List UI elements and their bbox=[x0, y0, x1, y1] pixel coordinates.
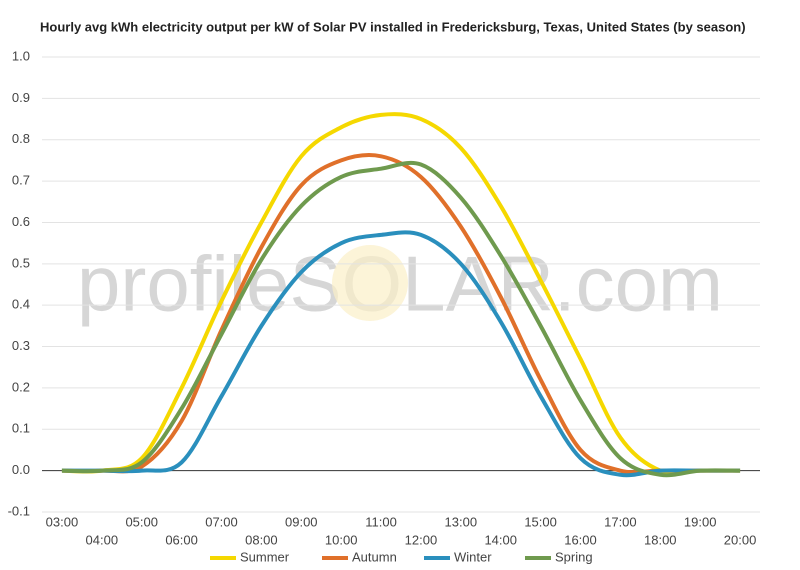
watermark-sun bbox=[332, 245, 408, 321]
x-tick-label: 11:00 bbox=[365, 514, 397, 529]
legend-label: Summer bbox=[240, 549, 290, 564]
x-tick-label: 03:00 bbox=[46, 514, 79, 529]
series-line bbox=[61, 230, 741, 478]
x-tick-label: 12:00 bbox=[405, 532, 438, 547]
y-tick-label: 0.4 bbox=[12, 297, 30, 312]
series-line bbox=[61, 160, 741, 478]
x-tick-label: 19:00 bbox=[684, 514, 717, 529]
x-tick-label: 04:00 bbox=[86, 532, 119, 547]
y-tick-label: -0.1 bbox=[8, 503, 30, 518]
y-tick-label: 0.1 bbox=[12, 421, 30, 436]
x-tick-label: 10:00 bbox=[325, 532, 358, 547]
y-tick-label: 0.6 bbox=[12, 214, 30, 229]
x-tick-label: 07:00 bbox=[205, 514, 238, 529]
y-tick-label: 0.3 bbox=[12, 338, 30, 353]
y-tick-label: 0.0 bbox=[12, 462, 30, 477]
x-tick-label: 13:00 bbox=[445, 514, 478, 529]
x-tick-label: 08:00 bbox=[245, 532, 278, 547]
y-tick-label: 0.7 bbox=[12, 173, 30, 188]
x-tick-label: 18:00 bbox=[644, 532, 677, 547]
y-tick-label: 0.8 bbox=[12, 131, 30, 146]
x-tick-label: 15:00 bbox=[524, 514, 557, 529]
y-tick-label: 1.0 bbox=[12, 48, 30, 63]
x-tick-label: 06:00 bbox=[165, 532, 198, 547]
x-tick-label: 05:00 bbox=[125, 514, 158, 529]
x-tick-label: 16:00 bbox=[564, 532, 597, 547]
y-tick-label: 0.5 bbox=[12, 255, 30, 270]
y-tick-label: 0.9 bbox=[12, 90, 30, 105]
x-tick-label: 14:00 bbox=[484, 532, 517, 547]
legend-label: Autumn bbox=[352, 549, 397, 564]
series-line bbox=[61, 112, 741, 476]
y-tick-label: 0.2 bbox=[12, 379, 30, 394]
x-tick-label: 20:00 bbox=[724, 532, 757, 547]
x-tick-label: 17:00 bbox=[604, 514, 637, 529]
chart-title: Hourly avg kWh electricity output per kW… bbox=[40, 19, 746, 34]
x-tick-label: 09:00 bbox=[285, 514, 318, 529]
legend-label: Spring bbox=[555, 549, 593, 564]
legend-label: Winter bbox=[454, 549, 492, 564]
